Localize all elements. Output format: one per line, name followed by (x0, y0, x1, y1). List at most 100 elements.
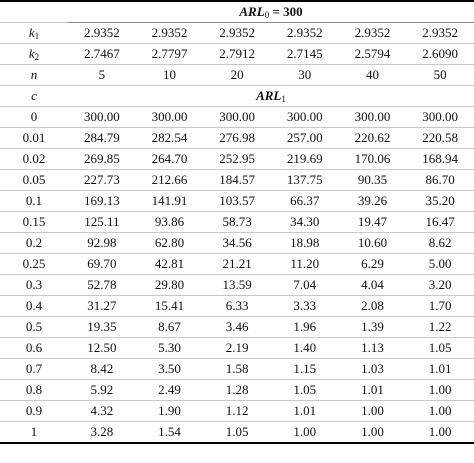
cell: 52.78 (68, 274, 136, 296)
cell: 184.57 (203, 169, 271, 191)
header-text-subscript: 0 (264, 10, 270, 20)
data-row: 0.4 31.27 15.41 6.33 3.33 2.08 1.70 (0, 295, 474, 317)
cell: 66.37 (270, 190, 339, 212)
cell: 3.33 (270, 295, 339, 317)
row-label: 0.01 (0, 127, 68, 149)
cell: 12.50 (68, 337, 136, 359)
cell: 2.7797 (135, 43, 204, 65)
cell: 62.80 (135, 232, 204, 254)
cell: 34.56 (203, 232, 271, 254)
cell: 6.33 (203, 295, 271, 317)
cell: 300.00 (135, 106, 204, 128)
cell: 3.46 (203, 316, 271, 338)
cell: 39.26 (338, 190, 407, 212)
cell: 1.22 (406, 316, 474, 338)
data-row: 0.6 12.50 5.30 2.19 1.40 1.13 1.05 (0, 337, 474, 359)
cell: 269.85 (68, 148, 136, 170)
data-row: 0.05 227.73 212.66 184.57 137.75 90.35 86.70 (0, 169, 474, 191)
cell: 1.54 (135, 421, 204, 444)
cell: 3.50 (135, 358, 204, 380)
cell: 1.15 (270, 358, 339, 380)
cell: 264.70 (135, 148, 204, 170)
cell: 1.00 (406, 379, 474, 401)
cell: 1.03 (338, 358, 407, 380)
cell: 2.7467 (68, 43, 136, 65)
cell: 1.00 (338, 421, 407, 444)
header-cell: ARL0 = 300 (68, 1, 474, 23)
cell: 5.92 (68, 379, 136, 401)
subheader-row: c ARL1 (0, 85, 474, 107)
cell: 300.00 (270, 106, 339, 128)
cell: 2.9352 (68, 22, 136, 44)
cell: 1.96 (270, 316, 339, 338)
row-label: k1 (0, 22, 68, 44)
cell: 227.73 (68, 169, 136, 191)
cell: 2.08 (338, 295, 407, 317)
header-text: = 300 (269, 4, 303, 19)
data-row: 0.9 4.32 1.90 1.12 1.01 1.00 1.00 (0, 400, 474, 422)
cell: 7.04 (270, 274, 339, 296)
cell: 300.00 (406, 106, 474, 128)
cell: 6.29 (338, 253, 407, 275)
cell: 1.05 (270, 379, 339, 401)
cell: 2.19 (203, 337, 271, 359)
cell: 4.32 (68, 400, 136, 422)
row-label: 0.4 (0, 295, 68, 317)
cell: 2.49 (135, 379, 204, 401)
data-row: 0.8 5.92 2.49 1.28 1.05 1.01 1.00 (0, 379, 474, 401)
cell: 1.13 (338, 337, 407, 359)
data-row: 0.15 125.11 93.86 58.73 34.30 19.47 16.47 (0, 211, 474, 233)
row-label: 0 (0, 106, 68, 128)
cell: 2.9352 (338, 22, 407, 44)
cell: 16.47 (406, 211, 474, 233)
data-row: 0.2 92.98 62.80 34.56 18.98 10.60 8.62 (0, 232, 474, 254)
cell: 42.81 (135, 253, 204, 275)
cell: 284.79 (68, 127, 136, 149)
data-row: 0.3 52.78 29.80 13.59 7.04 4.04 3.20 (0, 274, 474, 296)
cell: 1.00 (270, 421, 339, 444)
row-label: 0.02 (0, 148, 68, 170)
cell: 252.95 (203, 148, 271, 170)
row-label: 0.25 (0, 253, 68, 275)
cell: 10.60 (338, 232, 407, 254)
cell: 141.91 (135, 190, 204, 212)
cell: 219.69 (270, 148, 339, 170)
cell: 1.05 (406, 337, 474, 359)
subheader-cell: ARL1 (68, 85, 474, 107)
cell: 1.00 (406, 421, 474, 444)
cell: 212.66 (135, 169, 204, 191)
param-label-subscript: 1 (34, 31, 40, 41)
cell: 2.7912 (203, 43, 271, 65)
cell: 1.01 (406, 358, 474, 380)
header-row: ARL0 = 300 (0, 1, 474, 23)
row-label: 0.15 (0, 211, 68, 233)
subheader-text-subscript: 1 (281, 94, 286, 104)
cell: 5.00 (406, 253, 474, 275)
param-label-subscript: 2 (34, 52, 40, 62)
param-row: n 5 10 20 30 40 50 (0, 64, 474, 86)
cell: 2.5794 (338, 43, 407, 65)
param-label: k (28, 25, 35, 40)
subheader-text: ARL (256, 88, 282, 103)
cell: 5.30 (135, 337, 204, 359)
data-row: 0.5 19.35 8.67 3.46 1.96 1.39 1.22 (0, 316, 474, 338)
cell: 20 (203, 64, 271, 86)
cell: 300.00 (68, 106, 136, 128)
cell: 15.41 (135, 295, 204, 317)
row-label: 0.7 (0, 358, 68, 380)
arl-table: ARL0 = 300 k1 2.9352 2.9352 2.9352 2.9352 2.93… (0, 0, 474, 444)
cell: 8.42 (68, 358, 136, 380)
cell: 13.59 (203, 274, 271, 296)
param-label: k (28, 46, 35, 61)
row-label: 0.9 (0, 400, 68, 422)
cell: 125.11 (68, 211, 136, 233)
data-row: 0.1 169.13 141.91 103.57 66.37 39.26 35.20 (0, 190, 474, 212)
data-row: 0 300.00 300.00 300.00 300.00 300.00 300.00 (0, 106, 474, 128)
row-label: 0.6 (0, 337, 68, 359)
row-label: 0.1 (0, 190, 68, 212)
cell: 19.47 (338, 211, 407, 233)
row-label: n (0, 64, 68, 86)
row-label: 0.3 (0, 274, 68, 296)
row-label: c (0, 85, 68, 107)
